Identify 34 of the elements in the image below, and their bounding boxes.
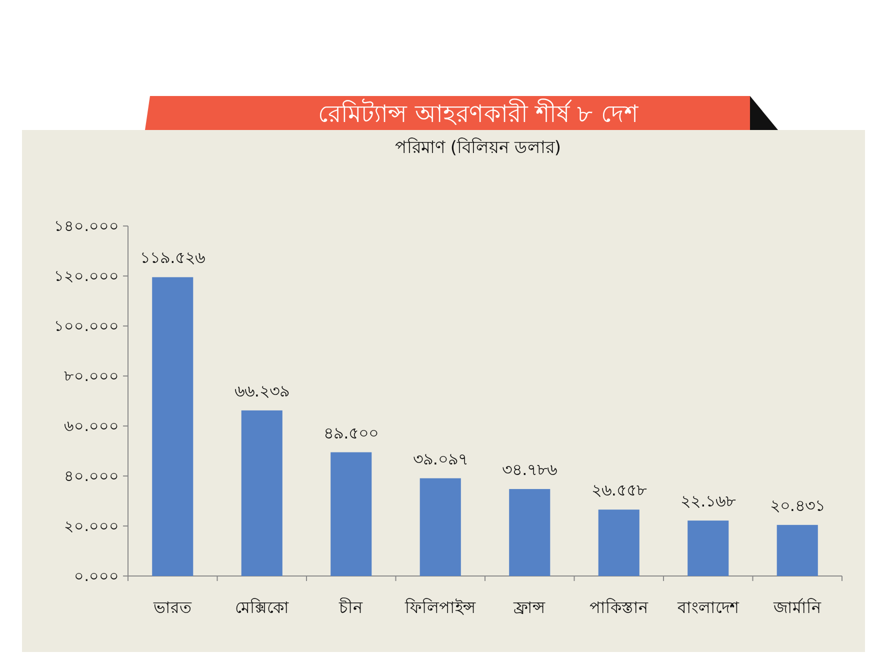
data-label: ২২.১৬৮ — [680, 492, 737, 511]
x-tick-label: মেক্সিকো — [234, 598, 289, 617]
y-tick-label: ৪০.০০০ — [64, 467, 119, 485]
y-tick-label: ১০০.০০০ — [54, 317, 119, 335]
bar — [598, 510, 640, 576]
data-label: ২৬.৫৫৮ — [591, 480, 648, 500]
y-tick-label: ২০.০০০ — [64, 517, 119, 535]
data-label: ১১৯.৫২৬ — [140, 248, 206, 268]
data-label: ৪৯.৫০০ — [324, 423, 379, 442]
y-tick-label: ৬০.০০০ — [64, 417, 119, 435]
x-tick-label: পাকিস্তান — [589, 598, 648, 617]
bar — [509, 489, 550, 576]
bar — [420, 478, 461, 576]
data-label: ৩৯.০৯৭ — [412, 449, 468, 468]
x-tick-label: ফ্রান্স — [512, 598, 546, 617]
bar — [152, 277, 194, 576]
x-tick-label: বাংলাদেশ — [676, 598, 740, 617]
data-label: ২০.৪৩১ — [770, 496, 825, 515]
x-tick-label: ভারত — [152, 598, 193, 617]
y-tick-label: ৮০.০০০ — [64, 367, 119, 385]
bar — [688, 520, 729, 576]
x-tick-label: ফিলিপাইন্স — [404, 598, 476, 617]
chart-title: রেমিট্যান্স আহরণকারী শীর্ষ ৮ দেশ — [318, 99, 639, 128]
data-label: ৬৬.২৩৯ — [234, 381, 290, 400]
y-tick-label: ০.০০০ — [74, 567, 119, 585]
chart-subtitle: পরিমাণ (বিলিয়ন ডলার) — [394, 137, 562, 158]
x-tick-label: জার্মানি — [772, 598, 822, 617]
x-tick-label: চীন — [338, 598, 364, 617]
y-tick-label: ১৪০.০০০ — [54, 217, 119, 235]
bar — [776, 524, 818, 576]
bar — [330, 452, 372, 576]
data-label: ৩৪.৭৮৬ — [502, 460, 558, 480]
bar — [241, 410, 282, 576]
y-tick-label: ১২০.০০০ — [54, 267, 119, 285]
